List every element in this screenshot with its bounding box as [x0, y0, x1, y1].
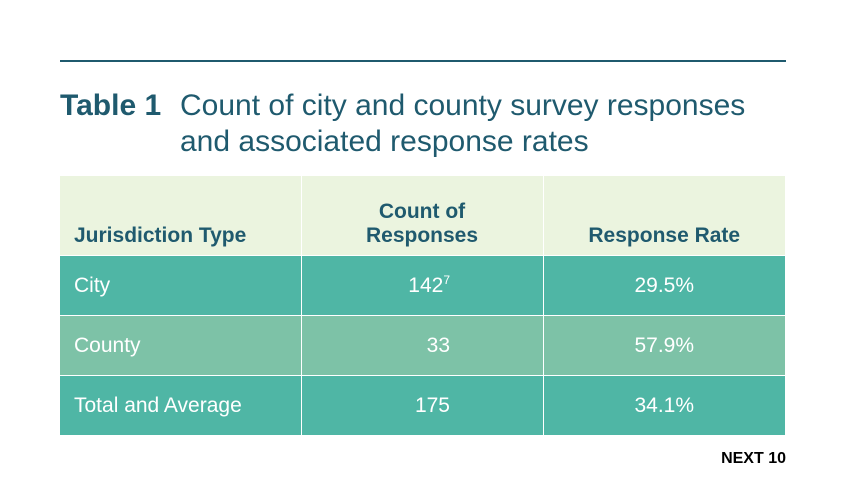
- footnote-marker: 7: [443, 272, 450, 287]
- cell-jurisdiction: City: [60, 255, 302, 316]
- cell-count: 33: [301, 315, 544, 376]
- header-jurisdiction-type: Jurisdiction Type: [60, 176, 302, 256]
- header-count-of-responses: Count of Responses: [301, 176, 544, 256]
- header-response-rate: Response Rate: [543, 176, 785, 256]
- table-row: City 1427 29.5%: [60, 255, 785, 316]
- count-value: 175: [414, 393, 450, 417]
- table-row: Total and Average 175 34.1%: [60, 375, 785, 435]
- cell-rate: 34.1%: [543, 375, 785, 435]
- cell-jurisdiction: Total and Average: [60, 375, 302, 435]
- cell-rate: 57.9%: [543, 315, 785, 376]
- table-header-row: Jurisdiction Type Count of Responses Res…: [60, 176, 785, 256]
- cell-rate: 29.5%: [543, 255, 785, 316]
- table-caption: Count of city and county survey response…: [180, 89, 746, 158]
- source-label: NEXT 10: [721, 450, 786, 467]
- table-number: Table 1: [60, 89, 162, 122]
- cell-count: 1427: [301, 255, 544, 316]
- header-count-label: Count of Responses: [365, 200, 479, 247]
- table-row: County 33 57.9%: [60, 315, 785, 376]
- cell-count: 175: [301, 375, 544, 435]
- count-value: 33: [426, 333, 450, 357]
- top-rule: [60, 60, 786, 62]
- response-table: Jurisdiction Type Count of Responses Res…: [60, 176, 785, 435]
- count-value: 142: [408, 273, 444, 297]
- cell-jurisdiction: County: [60, 315, 302, 376]
